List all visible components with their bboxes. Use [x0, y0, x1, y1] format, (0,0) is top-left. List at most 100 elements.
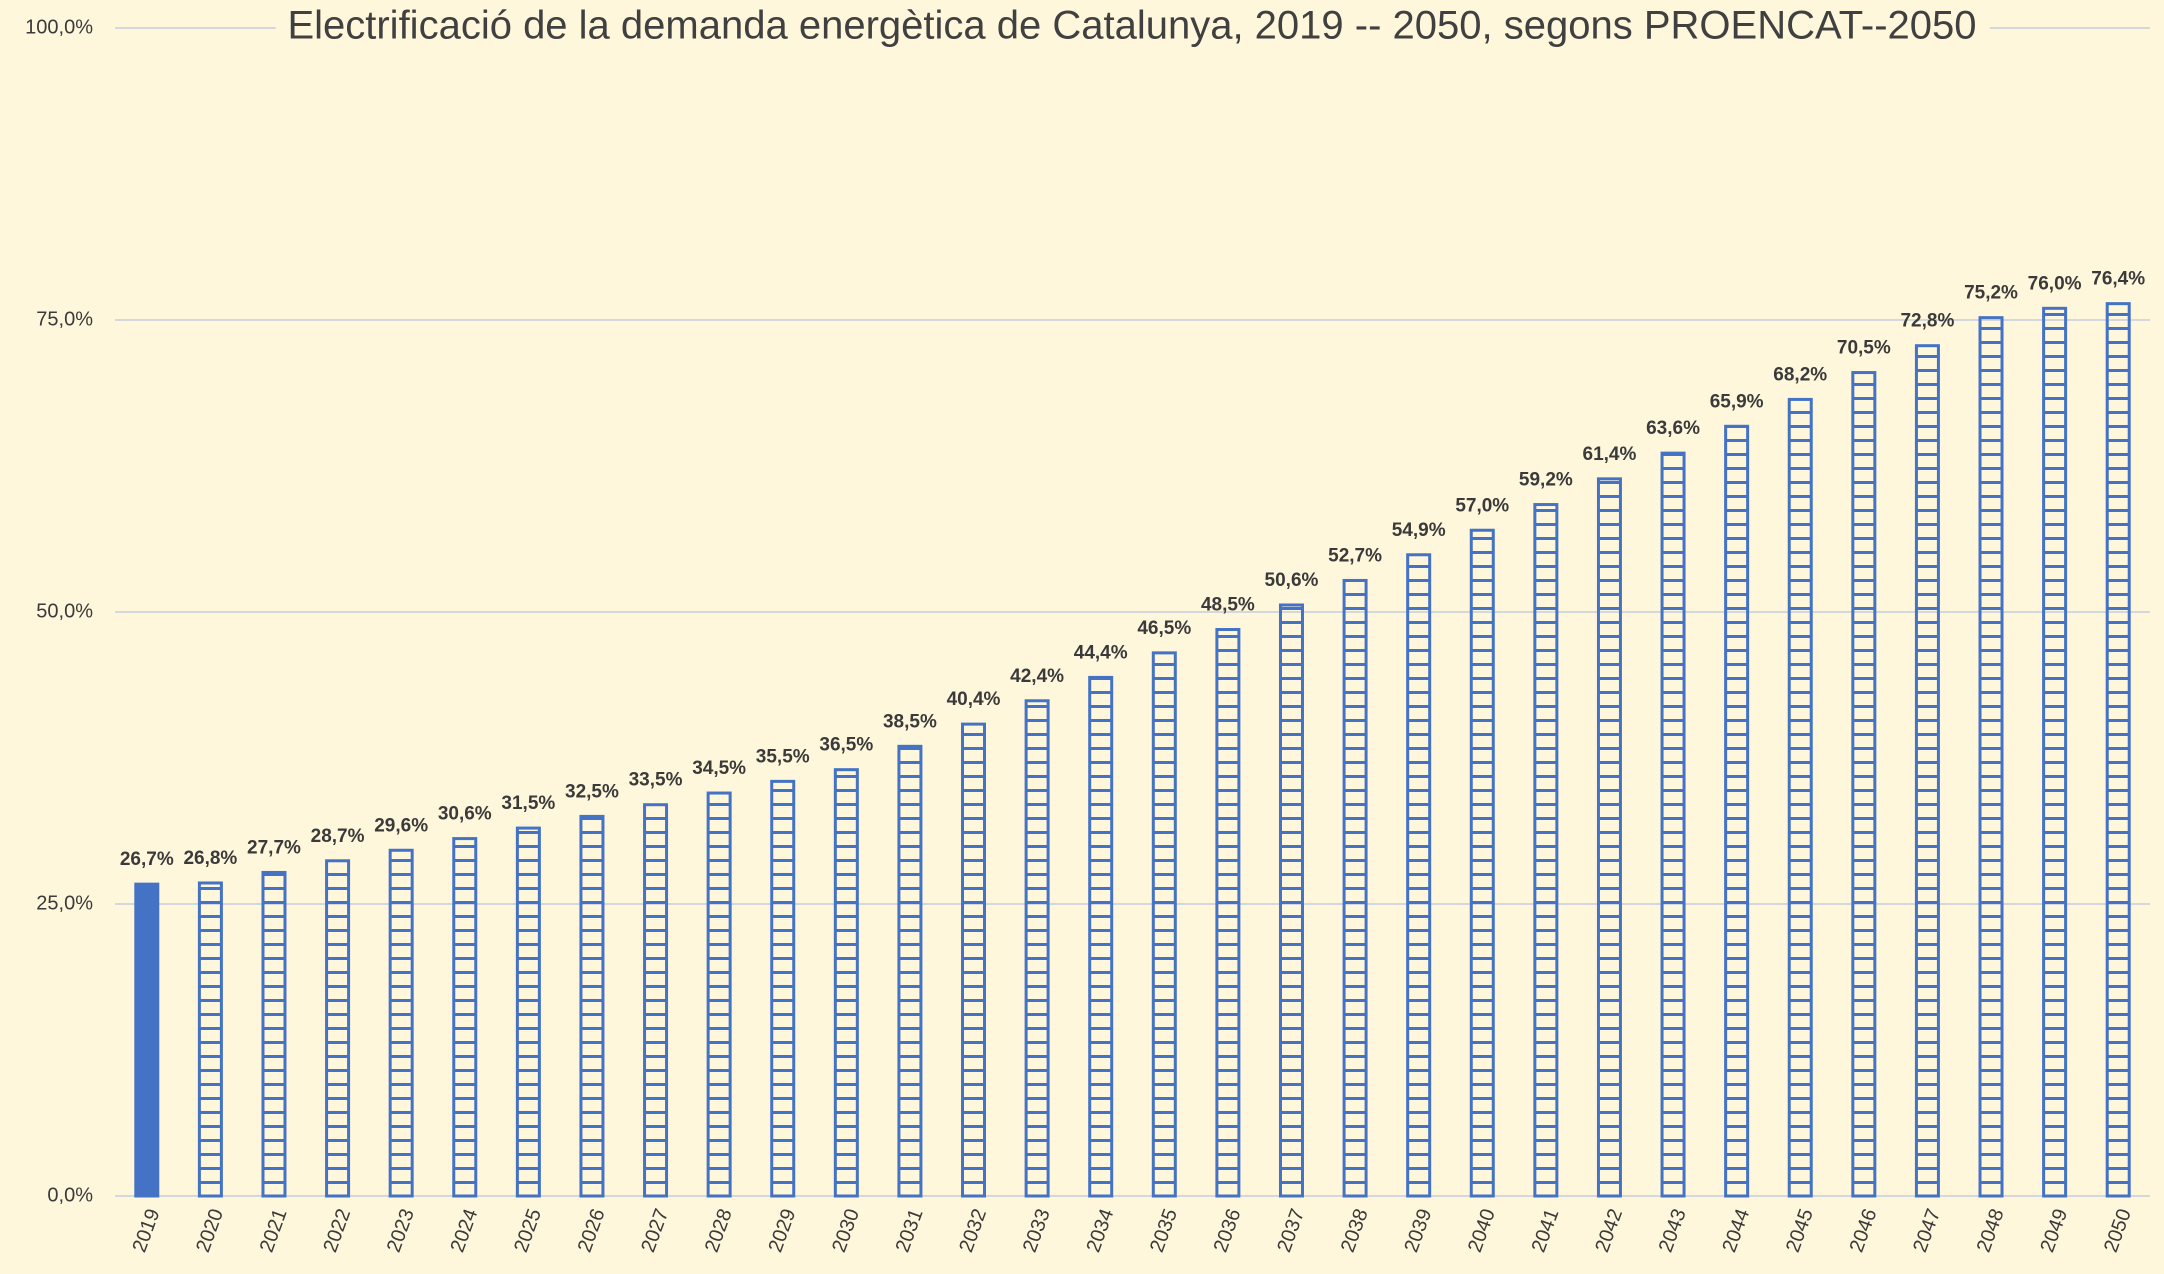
data-label: 61,4% — [1583, 444, 1637, 465]
data-label: 34,5% — [692, 758, 746, 779]
bar — [1215, 628, 1241, 1198]
data-label: 65,9% — [1710, 391, 1764, 412]
x-tick-label: 2048 — [1973, 1206, 2009, 1255]
x-tick-label: 2037 — [1273, 1206, 1309, 1255]
x-tick-label: 2024 — [447, 1206, 483, 1255]
bar — [1724, 424, 1750, 1198]
data-label: 57,0% — [1455, 495, 1509, 516]
x-tick-label: 2030 — [828, 1206, 864, 1255]
chart-title: Electrificació de la demanda energètica … — [287, 4, 1976, 48]
data-label: 76,0% — [2028, 273, 2082, 294]
data-label: 31,5% — [501, 793, 555, 814]
x-tick-label: 2032 — [955, 1206, 991, 1255]
x-tick-label: 2025 — [510, 1206, 546, 1255]
x-tick-label: 2046 — [1846, 1206, 1882, 1255]
x-tick-label: 2047 — [1909, 1206, 1945, 1255]
bar — [1151, 651, 1177, 1198]
x-tick-label: 2040 — [1464, 1206, 1500, 1255]
data-label: 35,5% — [756, 746, 810, 767]
data-label: 27,7% — [247, 837, 301, 858]
x-tick-label: 2044 — [1718, 1206, 1754, 1255]
bar — [1660, 451, 1686, 1198]
data-label: 75,2% — [1964, 283, 2018, 304]
bar — [1406, 553, 1432, 1198]
x-tick-label: 2036 — [1210, 1206, 1246, 1255]
data-label: 50,6% — [1265, 570, 1319, 591]
bar — [1914, 344, 1940, 1198]
data-label: 59,2% — [1519, 470, 1573, 491]
data-label: 70,5% — [1837, 338, 1891, 359]
y-tick-label: 100,0% — [25, 16, 93, 38]
bar — [643, 803, 669, 1198]
x-tick-label: 2026 — [574, 1206, 610, 1255]
x-tick-label: 2043 — [1655, 1206, 1691, 1255]
x-tick-label: 2028 — [701, 1206, 737, 1255]
bar — [1596, 477, 1622, 1198]
x-tick-label: 2042 — [1591, 1206, 1627, 1255]
bars: 26,7% 2019 26,8% 2020 27,7% 2021 28,7% 2022 29,6… — [120, 269, 2145, 1256]
y-tick-label: 75,0% — [36, 308, 93, 330]
bar — [1533, 503, 1559, 1198]
x-tick-label: 2019 — [129, 1206, 165, 1255]
bar — [1469, 528, 1495, 1198]
bar — [1978, 316, 2004, 1198]
bar — [1851, 371, 1877, 1198]
bar — [1342, 578, 1368, 1198]
bar — [2042, 306, 2068, 1198]
x-tick-label: 2049 — [2036, 1206, 2072, 1255]
data-label: 48,5% — [1201, 595, 1255, 616]
bar — [261, 870, 287, 1198]
bar — [833, 768, 859, 1198]
data-label: 40,4% — [947, 689, 1001, 710]
data-label: 26,8% — [183, 848, 237, 869]
data-label: 76,4% — [2091, 269, 2145, 290]
x-tick-label: 2050 — [2100, 1206, 2136, 1255]
data-label: 72,8% — [1900, 311, 1954, 332]
data-label: 38,5% — [883, 711, 937, 732]
data-label: 33,5% — [629, 770, 683, 791]
x-tick-label: 2020 — [192, 1206, 228, 1255]
data-label: 28,7% — [311, 826, 365, 847]
x-tick-label: 2035 — [1146, 1206, 1182, 1255]
bar — [325, 859, 351, 1198]
bar — [897, 744, 923, 1198]
y-tick-label: 50,0% — [36, 600, 93, 622]
bar — [2105, 302, 2131, 1198]
bar — [1278, 603, 1304, 1198]
data-label: 44,4% — [1074, 642, 1128, 663]
bar — [1024, 699, 1050, 1198]
data-label: 46,5% — [1137, 618, 1191, 639]
bar — [515, 826, 541, 1198]
bar — [706, 791, 732, 1198]
x-tick-label: 2034 — [1082, 1206, 1118, 1255]
x-tick-label: 2045 — [1782, 1206, 1818, 1255]
bar — [388, 848, 414, 1198]
data-label: 26,7% — [120, 849, 174, 870]
bar — [1088, 675, 1114, 1198]
data-label: 29,6% — [374, 815, 428, 836]
data-label: 32,5% — [565, 781, 619, 802]
y-tick-label: 0,0% — [47, 1184, 93, 1206]
bar — [197, 881, 223, 1198]
x-tick-label: 2038 — [1337, 1206, 1373, 1255]
x-tick-label: 2021 — [256, 1206, 292, 1255]
bar — [770, 779, 796, 1198]
data-label: 36,5% — [819, 735, 873, 756]
data-label: 42,4% — [1010, 666, 1064, 687]
x-tick-label: 2033 — [1019, 1206, 1055, 1255]
x-tick-label: 2041 — [1528, 1206, 1564, 1255]
data-label: 54,9% — [1392, 520, 1446, 541]
x-tick-label: 2023 — [383, 1206, 419, 1255]
bar — [579, 814, 605, 1198]
x-tick-label: 2022 — [319, 1206, 355, 1255]
bar — [961, 722, 987, 1198]
y-tick-label: 25,0% — [36, 892, 93, 914]
bar — [134, 882, 160, 1198]
data-label: 30,6% — [438, 804, 492, 825]
x-tick-label: 2027 — [637, 1206, 673, 1255]
x-tick-label: 2039 — [1400, 1206, 1436, 1255]
bar — [1787, 397, 1813, 1198]
data-label: 63,6% — [1646, 418, 1700, 439]
